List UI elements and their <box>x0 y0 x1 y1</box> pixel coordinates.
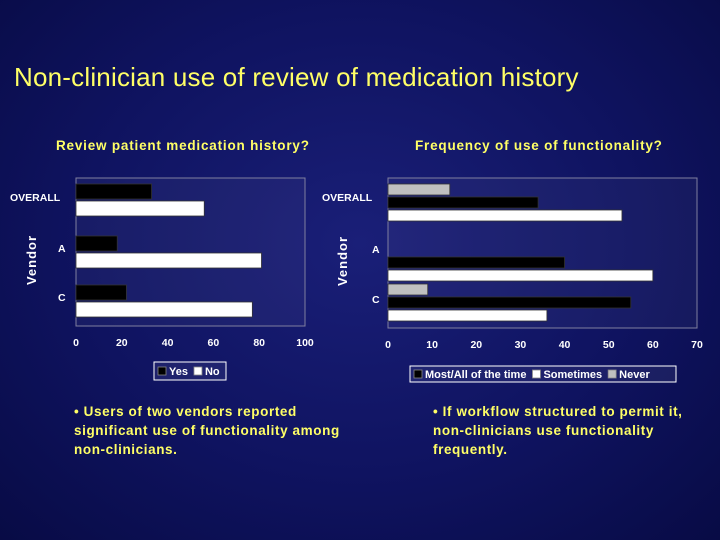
chart1-bar-c-most-all-of-the-time <box>387 296 632 309</box>
chart0-category-label-a: A <box>58 243 66 255</box>
chart0-tick-label-100: 100 <box>296 337 314 349</box>
chart0-bar-overall-yes <box>75 183 152 200</box>
chart0-category-label-c: C <box>58 292 66 304</box>
chart0-legend-box <box>153 361 227 381</box>
chart1-tick-label-10: 10 <box>426 339 438 351</box>
chart1-tick-label-60: 60 <box>647 339 659 351</box>
chart1-category-label-overall: OVERALL <box>322 192 373 204</box>
chart0-tick-label-60: 60 <box>208 337 220 349</box>
chart1-tick-label-30: 30 <box>515 339 527 351</box>
chart1-bar-overall-most-all-of-the-time <box>387 196 539 209</box>
chart0-bar-overall-no <box>75 200 205 217</box>
chart1-bar-a-most-all-of-the-time <box>387 256 565 269</box>
chart1-category-label-a: A <box>372 244 380 256</box>
chart1-tick-label-20: 20 <box>470 339 482 351</box>
chart1-tick-label-40: 40 <box>559 339 571 351</box>
chart0-tick-label-20: 20 <box>116 337 128 349</box>
slide-title: Non-clinician use of review of medicatio… <box>14 62 579 92</box>
bullet-vendors: • Users of two vendors reported signific… <box>74 404 340 457</box>
chart0-bar-c-yes <box>75 284 127 301</box>
chart-title-review: Review patient medication history? <box>56 138 310 153</box>
chart1-tick-label-50: 50 <box>603 339 615 351</box>
chart1-bar-overall-never <box>387 183 451 196</box>
chart1-bar-a-sometimes <box>387 269 654 282</box>
chart0-category-label-overall: OVERALL <box>10 192 61 204</box>
chart1-tick-label-0: 0 <box>385 339 391 351</box>
chart0-legend-label-yes: Yes <box>169 366 188 378</box>
chart1-legend-swatch-never <box>607 369 617 379</box>
chart1-category-label-c: C <box>372 294 380 306</box>
chart1-bar-overall-sometimes <box>387 209 623 222</box>
chart1-bar-c-never <box>387 283 429 296</box>
chart0-tick-label-80: 80 <box>253 337 265 349</box>
chart0-bar-c-no <box>75 301 253 318</box>
chart-title-frequency: Frequency of use of functionality? <box>415 138 663 153</box>
chart0-legend-swatch-no <box>193 366 203 376</box>
chart0-bar-a-yes <box>75 235 118 252</box>
chart1-axis-label-vendor: Vendor <box>335 236 350 286</box>
bullet-workflow: • If workflow structured to permit it, n… <box>433 404 683 457</box>
chart0-bar-a-no <box>75 252 262 269</box>
chart1-tick-label-70: 70 <box>691 339 703 351</box>
chart1-legend-label-most-all-of-the-time: Most/All of the time <box>425 369 526 381</box>
chart1-bar-c-sometimes <box>387 309 548 322</box>
chart1-legend-label-never: Never <box>619 369 650 381</box>
chart0-tick-label-0: 0 <box>73 337 79 349</box>
chart1-legend-label-sometimes: Sometimes <box>543 369 602 381</box>
chart0-legend-label-no: No <box>205 366 220 378</box>
chart0-tick-label-40: 40 <box>162 337 174 349</box>
chart1-legend-swatch-most-all-of-the-time <box>413 369 423 379</box>
chart0-axis-label-vendor: Vendor <box>24 235 39 285</box>
chart1-legend-swatch-sometimes <box>532 369 541 379</box>
chart0-legend-swatch-yes <box>157 366 167 376</box>
